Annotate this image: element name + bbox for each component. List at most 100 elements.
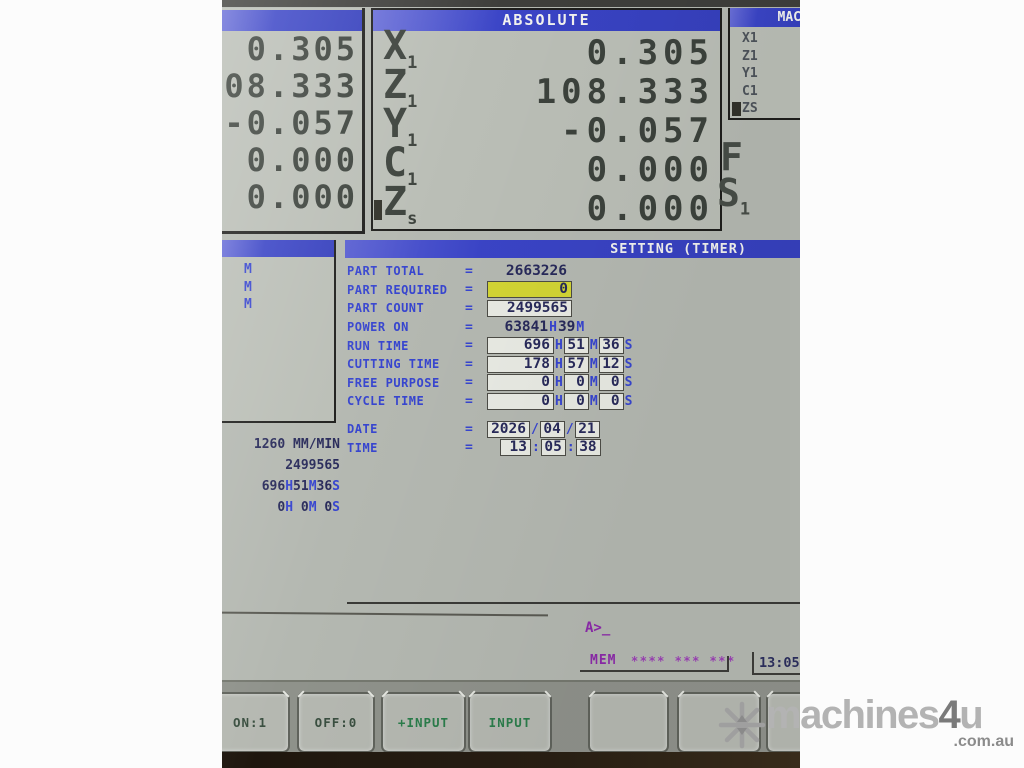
value-input-box[interactable]: 12 bbox=[598, 355, 624, 373]
setting-timer-body: PART TOTAL = 2663226 PART REQUIRED = 0 PART CO… bbox=[347, 262, 797, 457]
unit-label: S bbox=[624, 393, 633, 409]
setting-row-value: 2026/04/21 bbox=[487, 420, 600, 438]
value-input-box[interactable]: 38 bbox=[575, 439, 601, 457]
setting-row-value: 178 H 57 M 12 S bbox=[487, 355, 633, 373]
equals-sign: = bbox=[465, 421, 473, 437]
status-value-segment: H bbox=[285, 500, 294, 515]
equals-sign: = bbox=[465, 375, 473, 391]
value-input-box[interactable]: 2026 bbox=[487, 420, 530, 438]
machine-axis-item: C1 bbox=[742, 83, 758, 99]
status-value-segment: 0 bbox=[316, 500, 333, 515]
value-input-box[interactable]: 57 bbox=[563, 355, 589, 373]
setting-row-label: TIME bbox=[347, 440, 378, 455]
axis-label: X1 bbox=[383, 23, 418, 73]
equals-sign: = bbox=[465, 338, 473, 354]
unit-label: H bbox=[549, 319, 557, 335]
unit-label: M bbox=[589, 338, 598, 354]
setting-row: RUN TIME = 696 H 51 M 36 S bbox=[347, 336, 797, 355]
watermark-brand: machines4u bbox=[766, 693, 984, 737]
status-value-segment: 2499565 bbox=[285, 458, 340, 473]
mdi-prompt: A>_ bbox=[585, 620, 611, 636]
value-text: 2663226 bbox=[505, 263, 567, 280]
position-value: 0.000 bbox=[222, 179, 362, 216]
softkey-button-on-1[interactable]: ON:1 bbox=[222, 692, 290, 753]
unit-label: S bbox=[624, 356, 633, 372]
setting-row: CUTTING TIME = 178 H 57 M 12 S bbox=[347, 355, 797, 374]
position-value-text: 0.000 bbox=[246, 142, 358, 179]
panel-machine: MAC X1 Z1 Y1 C1 ZS bbox=[728, 8, 800, 120]
setting-row: PART REQUIRED = 0 bbox=[347, 281, 797, 300]
watermark-suffix: .com.au bbox=[953, 733, 1014, 750]
value-input-box[interactable]: 696 bbox=[487, 337, 554, 355]
setting-row-label: POWER ON bbox=[347, 320, 409, 335]
value-input-box[interactable]: 05 bbox=[540, 439, 566, 457]
axis-value: -0.057 bbox=[561, 111, 714, 151]
value-input-box[interactable]: 0 bbox=[487, 374, 554, 392]
setting-row-value: 13:05:38 bbox=[487, 439, 601, 457]
softkey-button-input[interactable]: INPUT bbox=[468, 692, 552, 753]
modal-status-values: 1260 MM/MIN 2499565 696H51M36S 0H 0M 0S bbox=[222, 434, 340, 518]
position-value: 0.000 bbox=[222, 142, 362, 179]
softkey-button--input[interactable]: +INPUT bbox=[381, 692, 466, 753]
unit-label: S bbox=[624, 375, 633, 391]
unit-label: H bbox=[555, 375, 563, 391]
equals-sign: = bbox=[465, 282, 473, 298]
separator-line-left bbox=[222, 611, 549, 617]
absolute-header: ABSOLUTE bbox=[373, 10, 720, 31]
softkey-button-off-0[interactable]: OFF:0 bbox=[297, 692, 375, 753]
status-value-segment: 1260 MM/MIN bbox=[253, 437, 340, 452]
status-value-segment: H bbox=[285, 479, 294, 494]
setting-row-label: CYCLE TIME bbox=[347, 394, 425, 409]
program-item: M bbox=[244, 297, 252, 312]
softkey-button[interactable] bbox=[588, 692, 669, 753]
axis-row: Zs 0.000 bbox=[373, 182, 720, 228]
setting-row: PART TOTAL = 2663226 bbox=[347, 262, 797, 281]
separator: : bbox=[566, 440, 575, 456]
status-value-segment: M bbox=[308, 500, 317, 515]
equals-sign: = bbox=[465, 300, 473, 316]
setting-row: TIME = 13:05:38 bbox=[347, 438, 797, 457]
axis-label: C1 bbox=[383, 140, 418, 190]
softkey-button[interactable] bbox=[766, 692, 800, 753]
setting-row: POWER ON = 63841 H 39 M bbox=[347, 318, 797, 337]
absolute-axis-rows: X1 0.305 Z1 108.333 Y1 -0.057 C1 0.000 Zs 0.000 bbox=[373, 23, 720, 228]
value-text: 63841 bbox=[487, 319, 549, 336]
machine-axis-item: Y1 bbox=[742, 66, 758, 81]
status-value-segment: S bbox=[332, 479, 340, 494]
axis-row: Z1 108.333 bbox=[373, 65, 720, 111]
value-input-box[interactable]: 0 bbox=[563, 392, 589, 410]
equals-sign: = bbox=[465, 319, 473, 335]
value-input-box[interactable]: 0 bbox=[598, 374, 624, 392]
status-underline bbox=[580, 670, 729, 672]
equals-sign: = bbox=[465, 263, 473, 279]
value-input-box[interactable]: 0 bbox=[487, 281, 572, 299]
panel-left-position: 0.305 08.333 -0.057 0.000 0.000 bbox=[222, 8, 365, 234]
value-input-box[interactable]: 13 bbox=[500, 439, 531, 457]
unit-label: H bbox=[555, 338, 563, 354]
value-input-box[interactable]: 178 bbox=[487, 355, 554, 373]
setting-row-label: PART REQUIRED bbox=[347, 282, 448, 297]
status-value-line: 1260 MM/MIN bbox=[222, 434, 340, 455]
value-input-box[interactable]: 36 bbox=[598, 337, 624, 355]
separator: / bbox=[531, 421, 539, 437]
setting-row-value: 2499565 bbox=[487, 299, 572, 317]
value-input-box[interactable]: 04 bbox=[539, 420, 565, 438]
equals-sign: = bbox=[465, 356, 473, 372]
value-input-box[interactable]: 2499565 bbox=[487, 299, 572, 317]
value-input-box[interactable]: 0 bbox=[563, 374, 589, 392]
value-input-box[interactable]: 51 bbox=[563, 337, 589, 355]
value-input-box[interactable]: 21 bbox=[574, 420, 600, 438]
setting-row-value: 2663226 bbox=[487, 263, 567, 279]
mode-indicator: MEM bbox=[590, 653, 617, 668]
left-position-header bbox=[222, 10, 362, 31]
position-value: -0.057 bbox=[222, 105, 362, 142]
bottom-frame bbox=[222, 752, 800, 768]
setting-row-label: RUN TIME bbox=[347, 338, 409, 353]
unit-label: M bbox=[589, 356, 598, 372]
value-input-box[interactable]: 0 bbox=[598, 392, 624, 410]
value-input-box[interactable]: 0 bbox=[487, 392, 554, 410]
position-value: 0.305 bbox=[222, 31, 362, 68]
